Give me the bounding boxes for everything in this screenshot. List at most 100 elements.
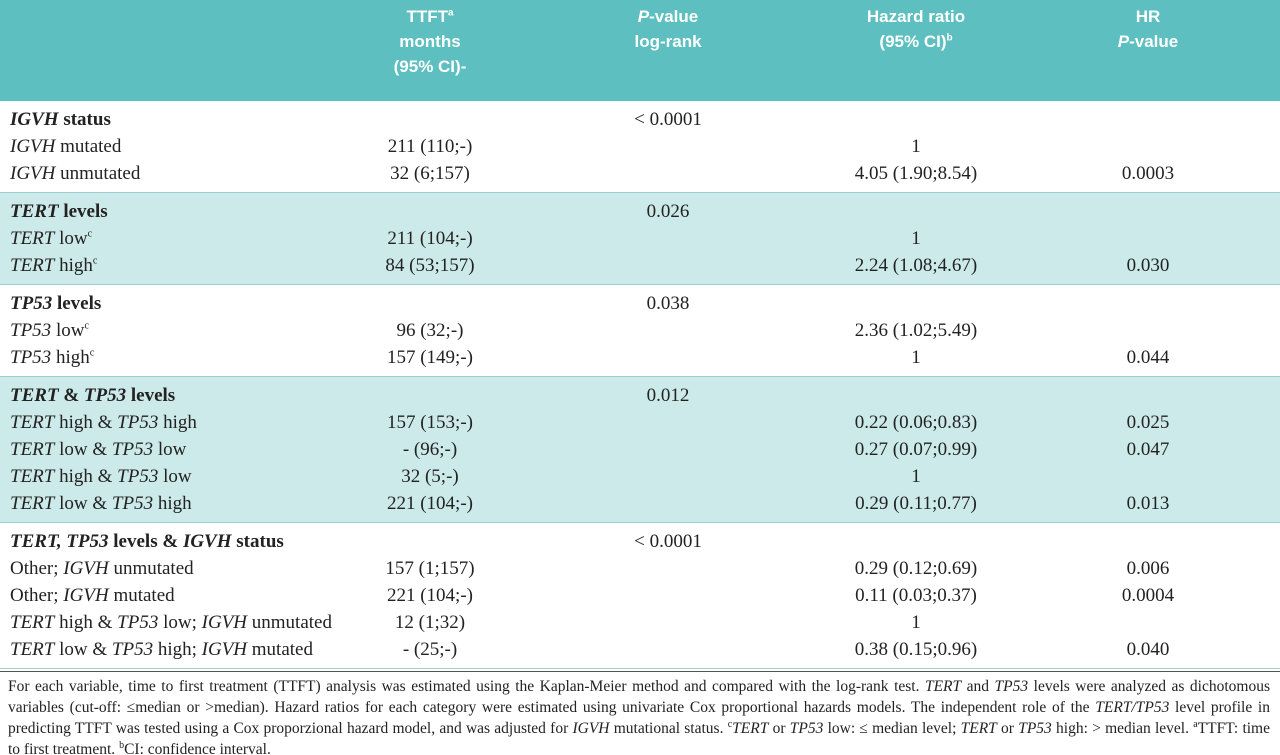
italic-text: TERT (10, 384, 59, 406)
cell (520, 436, 816, 463)
superscript: a (447, 7, 454, 19)
text: high & (54, 411, 118, 433)
cell (340, 192, 520, 225)
cell: 211 (104;-) (340, 225, 520, 252)
cell: 32 (6;157) (390, 162, 470, 184)
text: high & (54, 465, 118, 487)
data-row: TERT high & TP53 high 157 (153;-) 0.22 (0.… (0, 409, 1280, 436)
row-label: TERT lowc (0, 225, 340, 252)
cell: 221 (104;-) (340, 490, 520, 523)
cell (1016, 133, 1280, 160)
data-row: TERT low & TP53 high; IGVH mutated - (25;… (0, 636, 1280, 669)
cell: - (25;-) (402, 638, 458, 660)
text: mutated (247, 638, 313, 660)
italic-text: TP53 (1018, 720, 1052, 737)
cell: 0.29 (0.11;0.77) (816, 490, 1016, 523)
italic-text: IGVH (182, 530, 232, 552)
italic-text: TERT (10, 438, 55, 460)
data-row: TERT high & TP53 low; IGVH unmutated 12 (… (0, 609, 1280, 636)
heading-line: months (341, 29, 519, 54)
cell: < 0.0001 (634, 108, 702, 130)
italic-text: TP53 (111, 638, 154, 660)
text: mutated (108, 584, 175, 606)
italic-text: TERT (732, 720, 769, 737)
cell: 157 (149;-) (386, 346, 473, 368)
text: Other; (10, 584, 64, 606)
cell (1016, 317, 1280, 344)
text: high & (54, 611, 118, 633)
text: and (961, 678, 995, 695)
italic-text: TP53 (117, 465, 159, 487)
data-row: IGVH mutated 211 (110;-) 1 (0, 133, 1280, 160)
row-label: TP53 highc (0, 344, 340, 377)
italic-text: IGVH (63, 584, 109, 606)
text: levels were analyzed as dichotomous vari… (8, 678, 1270, 716)
row-group: TERT levels 0.026 TERT lowc 211 (104;-) 1 TER… (0, 192, 1280, 285)
cell: 2.24 (1.08;4.67) (816, 252, 1016, 285)
cell: 0.040 (1126, 638, 1170, 660)
italic-text: TP53 (10, 292, 53, 314)
italic-text: TERT (10, 411, 55, 433)
cell: 0.044 (1126, 346, 1170, 368)
group-title-row: IGVH status < 0.0001 (0, 101, 1280, 133)
heading-line: (95% CI)b (817, 29, 1015, 54)
text: mutated (55, 135, 122, 157)
italic-text: IGVH (10, 108, 59, 130)
cell: 157 (1;157) (385, 557, 475, 579)
superscript: c (727, 718, 733, 730)
group-title: TERT levels (0, 192, 340, 225)
cell: 0.026 (520, 192, 816, 225)
italic-text: IGVH (572, 720, 610, 737)
superscript: b (946, 32, 953, 44)
italic-text: TERT (10, 227, 55, 249)
italic-text: TERT (10, 638, 55, 660)
text: high (158, 411, 197, 433)
text: unmutated (55, 162, 141, 184)
row-label: TERT high & TP53 low (0, 463, 340, 490)
cell: 0.0004 (1121, 584, 1175, 606)
text: unmutated (247, 611, 332, 633)
group-title-row: TERT, TP53 levels & IGVH status < 0.0001 (0, 523, 1280, 556)
data-row: TERT high & TP53 low 32 (5;-) 1 (0, 463, 1280, 490)
italic-text: TERT (10, 611, 55, 633)
cell (816, 376, 1016, 409)
text: low & (54, 492, 112, 514)
column-heading: Hazard ratio (95% CI)b (816, 0, 1016, 101)
cell (1016, 101, 1280, 133)
text: months (399, 32, 461, 51)
italic-text: TP53 (789, 720, 824, 737)
row-group: IGVH status < 0.0001 IGVH mutated 211 (110;… (0, 101, 1280, 193)
cell: 0.038 (646, 292, 690, 314)
italic-text: IGVH (63, 557, 109, 579)
cell: 0.030 (1016, 252, 1280, 285)
italic-text: TERT (924, 678, 962, 695)
text: level profile in predicting TTFT was tes… (8, 699, 1270, 737)
italic-text: TP53 (117, 611, 159, 633)
italic-text: IGVH (10, 162, 56, 184)
text: low (158, 465, 192, 487)
superscript: c (89, 347, 95, 359)
cell (520, 609, 816, 636)
cell (520, 582, 816, 609)
cell: 0.006 (1126, 557, 1170, 579)
cell (520, 344, 816, 377)
row-label: IGVH unmutated (0, 160, 340, 193)
row-label: TERT highc (0, 252, 340, 285)
row-label: TERT low & TP53 high (0, 490, 340, 523)
italic-text: TP53 (10, 319, 52, 341)
data-row: TP53 highc 157 (149;-) 1 0.044 (0, 344, 1280, 377)
row-label: TERT low & TP53 high; IGVH mutated (0, 636, 340, 669)
cell: 0.27 (0.07;0.99) (816, 436, 1016, 463)
cell: 84 (53;157) (340, 252, 520, 285)
data-row: TERT low & TP53 high 221 (104;-) 0.29 (0.1… (0, 490, 1280, 523)
text: low (51, 319, 85, 341)
cell: 96 (32;-) (396, 319, 464, 341)
text: low (153, 438, 187, 460)
cell (1016, 523, 1280, 556)
text: For each variable, time to first treatme… (8, 678, 925, 695)
cell (1016, 463, 1280, 490)
group-title: IGVH status (0, 101, 340, 133)
text: levels (58, 200, 108, 222)
heading-line: HR (1017, 4, 1279, 29)
